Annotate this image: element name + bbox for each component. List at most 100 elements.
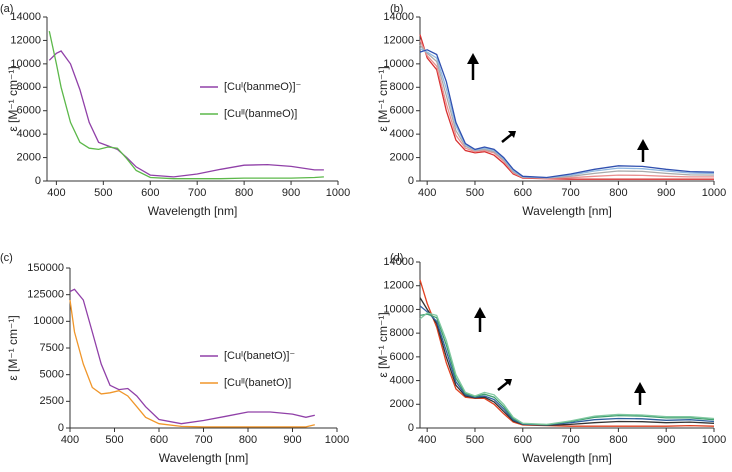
y-tick-label: 14000 bbox=[10, 11, 41, 23]
x-tick-label: 400 bbox=[47, 187, 65, 199]
y-tick-label: 10000 bbox=[33, 315, 64, 327]
y-tick-label: 4000 bbox=[390, 128, 414, 140]
x-tick-label: 900 bbox=[657, 187, 675, 199]
arrows bbox=[467, 53, 649, 405]
series-line bbox=[419, 44, 715, 179]
x-tick-label: 800 bbox=[239, 434, 257, 446]
y-tick-label: 6000 bbox=[390, 351, 414, 363]
y-tick-label: 4000 bbox=[17, 128, 41, 140]
y-tick-label: 6000 bbox=[390, 105, 414, 117]
x-tick-label: 500 bbox=[105, 434, 123, 446]
y-tick-label: 12000 bbox=[383, 34, 414, 46]
series-line bbox=[69, 288, 315, 425]
x-axis-label: Wavelength [nm] bbox=[522, 451, 612, 465]
x-tick-label: 400 bbox=[418, 434, 436, 446]
y-tick-label: 0 bbox=[58, 422, 64, 434]
x-tick-label: 1000 bbox=[702, 434, 726, 446]
y-tick-label: 14000 bbox=[383, 256, 414, 268]
y-tick-label: 150000 bbox=[27, 262, 64, 274]
x-axis-label: Wavelength [nm] bbox=[148, 204, 238, 218]
x-axis-label: Wavelength [nm] bbox=[522, 204, 612, 218]
series-line bbox=[48, 50, 324, 178]
x-tick-label: 700 bbox=[188, 187, 206, 199]
legend-label: [Cuᴵ(banetO)]⁻ bbox=[224, 350, 295, 362]
arrow-head bbox=[504, 379, 512, 386]
series-line bbox=[419, 313, 715, 426]
x-tick-label: 800 bbox=[609, 187, 627, 199]
y-axis-label: ε [M⁻¹ cm⁻¹] bbox=[376, 312, 390, 377]
x-tick-label: 600 bbox=[514, 434, 532, 446]
x-tick-label: 800 bbox=[609, 434, 627, 446]
x-tick-label: 800 bbox=[235, 187, 253, 199]
x-tick-label: 900 bbox=[282, 187, 300, 199]
y-tick-label: 8000 bbox=[390, 81, 414, 93]
y-tick-label: 10000 bbox=[10, 58, 41, 70]
panel: (d) 0 2000 4000 6000 8000 10000 12000 14000 400 50… bbox=[376, 252, 726, 465]
legend-label: [Cuᴵᴵ(banetO)] bbox=[224, 377, 291, 389]
x-tick-label: 900 bbox=[657, 434, 675, 446]
x-tick-label: 600 bbox=[514, 187, 532, 199]
y-tick-label: 8000 bbox=[17, 81, 41, 93]
x-tick-label: 1000 bbox=[702, 187, 726, 199]
series-line bbox=[419, 49, 715, 179]
y-tick-label: 0 bbox=[408, 422, 414, 434]
arrow-head bbox=[467, 53, 479, 64]
panel: (a) 0 2000 4000 6000 8000 10000 12000 14000 400 50… bbox=[0, 3, 350, 218]
x-tick-label: 600 bbox=[141, 187, 159, 199]
arrow-head bbox=[474, 307, 486, 318]
arrow-head bbox=[634, 382, 646, 393]
y-tick-label: 5000 bbox=[40, 369, 64, 381]
x-tick-label: 400 bbox=[418, 187, 436, 199]
series-line bbox=[419, 305, 715, 426]
arrow bbox=[497, 381, 509, 391]
x-tick-label: 500 bbox=[466, 434, 484, 446]
y-tick-label: 12000 bbox=[383, 280, 414, 292]
y-axis-label: ε [M⁻¹ cm⁻¹] bbox=[6, 315, 20, 380]
arrow-head bbox=[637, 139, 649, 150]
y-tick-label: 0 bbox=[408, 175, 414, 187]
series-line bbox=[419, 40, 714, 179]
y-tick-label: 8000 bbox=[390, 327, 414, 339]
y-tick-label: 2500 bbox=[40, 395, 64, 407]
series-line bbox=[419, 34, 714, 180]
x-tick-label: 1000 bbox=[325, 434, 349, 446]
series-line bbox=[419, 312, 715, 426]
series-line bbox=[48, 30, 324, 180]
series-line bbox=[419, 297, 715, 426]
y-axis-label: ε [M⁻¹ cm⁻¹] bbox=[376, 66, 390, 131]
y-tick-label: 2000 bbox=[390, 151, 414, 163]
legend-label: [Cuᴵᴵ(banmeO)] bbox=[224, 108, 297, 120]
x-tick-label: 1000 bbox=[326, 187, 350, 199]
x-tick-label: 400 bbox=[61, 434, 79, 446]
x-axis-label: Wavelength [nm] bbox=[159, 451, 249, 465]
x-tick-label: 700 bbox=[561, 187, 579, 199]
x-tick-label: 600 bbox=[150, 434, 168, 446]
x-tick-label: 500 bbox=[94, 187, 112, 199]
y-tick-label: 125000 bbox=[27, 289, 64, 301]
panel-label: (a) bbox=[0, 3, 13, 15]
y-tick-label: 0 bbox=[35, 175, 41, 187]
series-line bbox=[69, 299, 315, 428]
y-tick-label: 10000 bbox=[383, 303, 414, 315]
y-tick-label: 2000 bbox=[17, 151, 41, 163]
y-tick-label: 2000 bbox=[390, 398, 414, 410]
y-tick-label: 14000 bbox=[383, 11, 414, 23]
panel-label: (b) bbox=[390, 3, 403, 15]
y-tick-label: 10000 bbox=[383, 58, 414, 70]
x-tick-label: 900 bbox=[283, 434, 301, 446]
legend-label: [Cuᴵ(banmeO)]⁻ bbox=[224, 81, 302, 93]
arrow bbox=[501, 133, 513, 143]
y-tick-label: 4000 bbox=[390, 374, 414, 386]
x-tick-label: 700 bbox=[194, 434, 212, 446]
panel: (c) 0 2500 5000 7500 10000 125000 150000 400 500 6… bbox=[0, 252, 349, 465]
series-line bbox=[419, 279, 715, 427]
panel: (b) 0 2000 4000 6000 8000 10000 12000 14000 400 50… bbox=[376, 3, 726, 218]
x-tick-label: 500 bbox=[466, 187, 484, 199]
panel-label: (c) bbox=[0, 252, 13, 264]
y-tick-label: 12000 bbox=[10, 34, 41, 46]
y-tick-label: 7500 bbox=[40, 342, 64, 354]
y-tick-label: 6000 bbox=[17, 105, 41, 117]
x-tick-label: 700 bbox=[561, 434, 579, 446]
series-line bbox=[419, 48, 715, 179]
